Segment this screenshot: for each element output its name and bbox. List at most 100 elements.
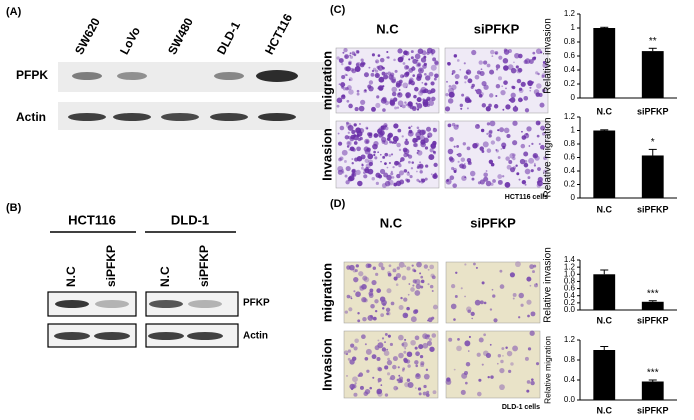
cell: [368, 80, 374, 85]
cell: [349, 52, 352, 54]
cell: [532, 56, 536, 61]
cell: [401, 369, 405, 372]
cell: [412, 58, 418, 64]
cell: [465, 381, 468, 385]
cell: [375, 102, 381, 108]
cell: [464, 263, 467, 266]
cell: [386, 311, 391, 316]
cell: [490, 375, 494, 379]
cell: [363, 168, 367, 172]
x-tick-label: siPFKP: [637, 405, 669, 415]
cell: [488, 93, 494, 98]
cell: [358, 127, 365, 134]
cell: [501, 142, 507, 148]
x-tick-label: siPFKP: [637, 204, 669, 214]
cell: [510, 362, 514, 366]
cell: [393, 58, 396, 62]
cell: [519, 158, 526, 165]
cell: [346, 375, 348, 377]
cell: [508, 160, 513, 164]
cell: [488, 134, 492, 138]
cell: [408, 126, 411, 129]
cell: [368, 159, 374, 165]
cell: [371, 354, 377, 360]
y-tick-label: 0.6: [564, 51, 576, 60]
cell: [495, 149, 498, 151]
x-tick-label: N.C: [597, 204, 613, 214]
cell: [451, 84, 457, 90]
cell: [350, 297, 353, 300]
cell: [536, 134, 540, 138]
cell: [486, 132, 489, 136]
cell: [543, 156, 548, 161]
cell: [397, 56, 404, 63]
cell: [387, 56, 390, 59]
cell: [537, 72, 540, 76]
cell: [540, 144, 545, 150]
blot-band: [72, 72, 102, 80]
cell: [527, 314, 530, 318]
cell: [459, 103, 464, 108]
cell: [416, 261, 422, 268]
cell: [533, 162, 536, 165]
micrograph: [444, 120, 549, 189]
label: (C): [330, 4, 346, 16]
cell: [478, 60, 483, 65]
cell: [380, 384, 383, 386]
cell: [500, 90, 506, 96]
cell: [491, 55, 494, 58]
cell: [501, 85, 504, 88]
cell: [499, 367, 505, 374]
cell: [418, 180, 421, 183]
cell: [374, 345, 380, 351]
cell: [347, 176, 353, 182]
cell: [533, 89, 540, 95]
cell: [426, 47, 433, 54]
cell: [491, 288, 494, 291]
cell: [501, 347, 505, 351]
cell: [414, 86, 419, 92]
cell: [404, 265, 407, 268]
cell: [381, 65, 384, 68]
cell: [449, 137, 454, 142]
cell: [485, 106, 491, 112]
cell: [352, 376, 358, 383]
cell: [404, 313, 408, 317]
cell: [473, 262, 476, 266]
cell: [384, 126, 389, 131]
cell: [485, 170, 488, 172]
cell: [400, 105, 402, 108]
cell: [346, 85, 352, 91]
cell: [476, 70, 482, 75]
cell: [510, 92, 516, 98]
cell: [402, 82, 409, 89]
cell: [492, 294, 496, 298]
cell: [372, 376, 375, 379]
label: HCT116: [68, 212, 116, 227]
cell: [385, 72, 388, 75]
cell: [508, 369, 512, 374]
cell: [389, 140, 393, 144]
cell: [413, 142, 418, 148]
y-axis-label: Relative migration: [543, 117, 554, 197]
cell: [505, 87, 507, 90]
cell: [380, 97, 387, 104]
cell: [460, 287, 463, 290]
cell: [452, 183, 458, 188]
cell: [434, 73, 439, 79]
y-tick-label: 0.4: [564, 65, 576, 74]
cell: [351, 162, 354, 165]
cell: [432, 57, 437, 62]
cell: [395, 272, 402, 279]
cell: [406, 178, 411, 183]
cell: [403, 350, 407, 354]
cell: [349, 146, 355, 152]
cell: [523, 162, 529, 168]
cell: [471, 49, 477, 56]
cell: [371, 53, 375, 57]
cell: [499, 127, 505, 133]
cell: [467, 160, 471, 164]
cell: [430, 143, 437, 149]
cell: [520, 81, 526, 87]
cell: [529, 86, 532, 89]
